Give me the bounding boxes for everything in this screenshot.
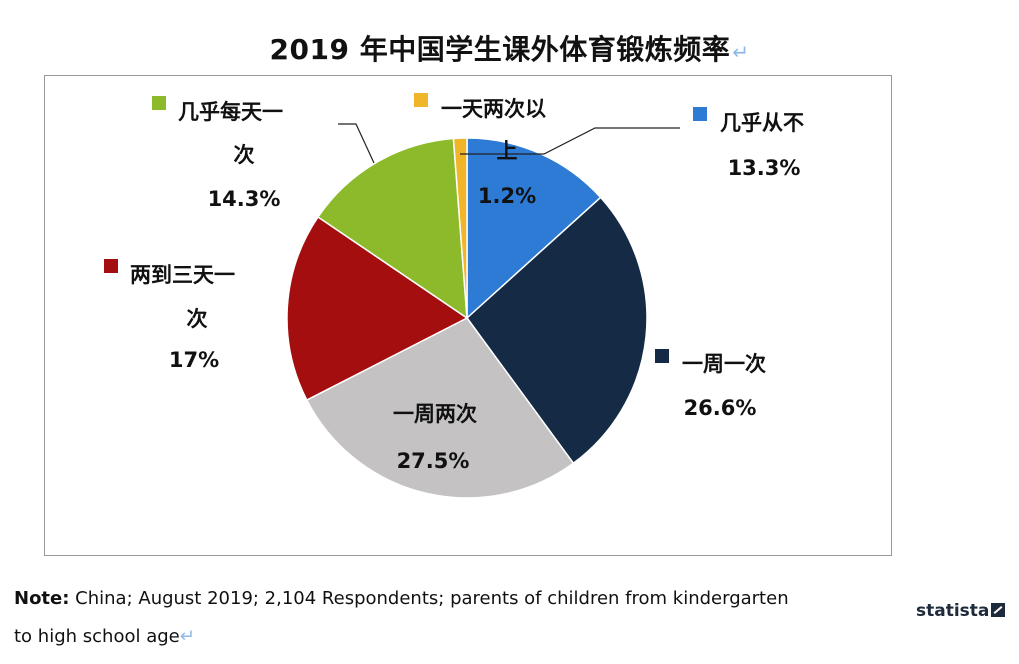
statista-logo: statista: [916, 601, 1006, 621]
slice-label-once-week: 一周一次: [682, 352, 766, 376]
slice-label-twice-daily: 一天两次以 上: [441, 97, 553, 163]
footnote: Note: China; August 2019; 2,104 Responde…: [14, 580, 874, 656]
footnote-line-1: Note: China; August 2019; 2,104 Responde…: [14, 588, 789, 609]
legend-marker-yellow: [414, 93, 428, 107]
pie-slice-1: [465, 196, 648, 465]
slice-value-twice-daily: 1.2%: [478, 184, 536, 208]
pie-slice-4: [316, 137, 468, 320]
leader-line-green: [338, 123, 375, 164]
legend-marker-green: [152, 96, 166, 110]
slice-label-twice-week: 一周两次: [393, 402, 477, 426]
slice-label-almost-daily: 几乎每天一 次: [178, 100, 290, 167]
footnote-line-2: to high school age↵: [14, 626, 195, 647]
slice-value-never: 13.3%: [728, 156, 801, 180]
pie-slice-5: [452, 137, 468, 319]
return-mark-icon: ↵: [179, 626, 195, 647]
legend-marker-blue: [693, 107, 707, 121]
return-mark-icon: ↵: [732, 40, 750, 64]
slice-value-2-3-days: 17%: [169, 348, 219, 372]
slice-label-never: 几乎从不: [720, 111, 804, 135]
slice-value-twice-week: 27.5%: [397, 449, 470, 473]
slice-value-almost-daily: 14.3%: [208, 187, 281, 211]
label-line: 次: [234, 143, 255, 167]
pie-slice-3: [286, 215, 469, 402]
legend-marker-red: [104, 259, 118, 273]
label-line: 次: [187, 307, 208, 331]
label-line: 一天两次以: [441, 97, 546, 121]
slice-value-once-week: 26.6%: [684, 396, 757, 420]
label-line: 几乎每天一: [178, 100, 283, 124]
slice-label-2-3-days: 两到三天一 次: [130, 263, 242, 331]
leader-line-yellow: [460, 127, 680, 155]
label-line: 上: [497, 139, 518, 163]
pie-slice-2: [305, 317, 575, 499]
label-line: 两到三天一: [130, 263, 235, 287]
legend-marker-navy: [655, 349, 669, 363]
statista-logo-icon: [991, 603, 1006, 617]
chart-title: 2019 年中国学生课外体育锻炼频率 ↵: [269, 33, 750, 66]
